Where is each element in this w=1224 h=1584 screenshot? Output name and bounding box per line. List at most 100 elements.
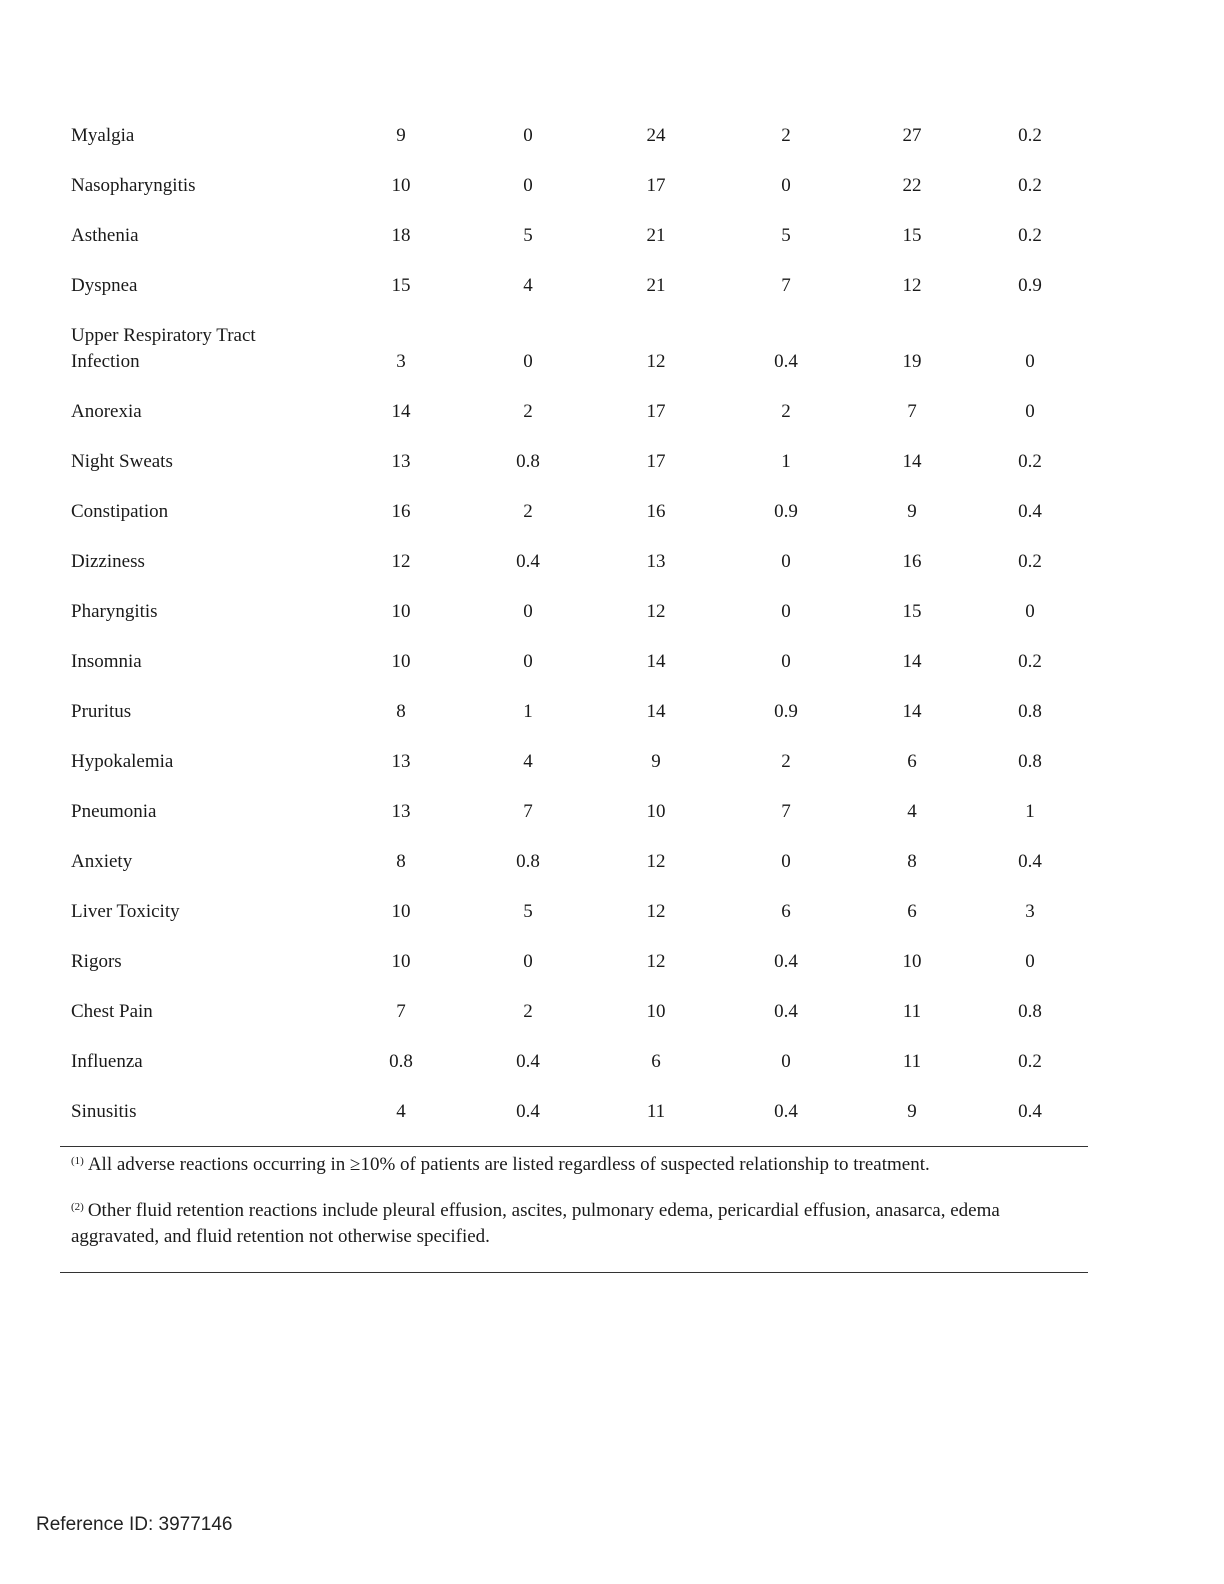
value-cell: 5 <box>523 901 533 922</box>
reaction-name: Pruritus <box>71 701 132 722</box>
value-cell: 10 <box>391 901 411 922</box>
value-cell: 6 <box>907 901 917 922</box>
reaction-name: Anxiety <box>71 851 133 872</box>
value-cell: 0 <box>781 1051 791 1072</box>
value-cell: 2 <box>523 401 533 422</box>
footnote-1-text: All adverse reactions occurring in ≥10% … <box>87 1154 930 1175</box>
value-cell: 0 <box>781 551 791 572</box>
value-cell: 12 <box>646 951 666 972</box>
reaction-name: Sinusitis <box>71 1101 137 1122</box>
value-cell: 0 <box>523 951 533 972</box>
value-cell: 5 <box>523 225 533 246</box>
reaction-name: Chest Pain <box>71 1001 153 1022</box>
table-row: Upper Respiratory Tract Infection 3 0 12 0.4… <box>0 312 1224 388</box>
reaction-name: Dizziness <box>71 551 145 572</box>
value-cell: 0.9 <box>774 501 798 522</box>
value-cell: 8 <box>907 851 917 872</box>
value-cell: 0 <box>523 351 533 372</box>
value-cell: 0.4 <box>774 951 798 972</box>
reaction-name: Pharyngitis <box>71 601 158 622</box>
value-cell: 12 <box>646 601 666 622</box>
value-cell: 10 <box>391 651 411 672</box>
reference-id: Reference ID: 3977146 <box>36 1514 233 1535</box>
value-cell: 0 <box>523 175 533 196</box>
value-cell: 3 <box>396 351 406 372</box>
value-cell: 12 <box>902 275 922 296</box>
value-cell: 13 <box>391 801 411 822</box>
value-cell: 16 <box>902 551 922 572</box>
adverse-reactions-table: Myalgia 9 0 24 2 27 0.2 Nasopharyngitis 10 0 17 0 22… <box>0 112 1224 1138</box>
value-cell: 0.8 <box>1018 701 1042 722</box>
value-cell: 4 <box>907 801 917 822</box>
value-cell: 0.8 <box>389 1051 413 1072</box>
table-row: Pharyngitis 10 0 12 0 15 0 <box>0 588 1224 638</box>
value-cell: 19 <box>902 351 922 372</box>
value-cell: 12 <box>646 351 666 372</box>
value-cell: 0 <box>781 851 791 872</box>
value-cell: 14 <box>902 701 922 722</box>
value-cell: 4 <box>523 751 533 772</box>
value-cell: 10 <box>391 951 411 972</box>
value-cell: 16 <box>391 501 411 522</box>
value-cell: 0.8 <box>1018 1001 1042 1022</box>
value-cell: 2 <box>781 125 791 146</box>
reaction-name: Hypokalemia <box>71 751 174 772</box>
table-row: Constipation 16 2 16 0.9 9 0.4 <box>0 488 1224 538</box>
value-cell: 13 <box>646 551 666 572</box>
value-cell: 18 <box>391 225 411 246</box>
value-cell: 24 <box>646 125 666 146</box>
value-cell: 16 <box>646 501 666 522</box>
table-row: Myalgia 9 0 24 2 27 0.2 <box>0 112 1224 162</box>
table-row: Insomnia 10 0 14 0 14 0.2 <box>0 638 1224 688</box>
value-cell: 17 <box>646 451 666 472</box>
value-cell: 7 <box>781 275 791 296</box>
table-row: Liver Toxicity 10 5 12 6 6 3 <box>0 888 1224 938</box>
value-cell: 22 <box>902 175 922 196</box>
footnotes-bottom-rule <box>60 1272 1088 1273</box>
value-cell: 7 <box>907 401 917 422</box>
value-cell: 11 <box>902 1051 922 1072</box>
reaction-name: Anorexia <box>71 401 142 422</box>
value-cell: 10 <box>391 175 411 196</box>
value-cell: 1 <box>523 701 533 722</box>
value-cell: 0.2 <box>1018 175 1042 196</box>
table-row: Anxiety 8 0.8 12 0 8 0.4 <box>0 838 1224 888</box>
value-cell: 9 <box>907 501 917 522</box>
value-cell: 13 <box>391 451 411 472</box>
value-cell: 8 <box>396 701 406 722</box>
value-cell: 0.4 <box>1018 851 1042 872</box>
value-cell: 7 <box>396 1001 406 1022</box>
value-cell: 0.4 <box>774 1001 798 1022</box>
value-cell: 11 <box>646 1101 666 1122</box>
reaction-name: Pneumonia <box>71 801 157 822</box>
value-cell: 27 <box>902 125 922 146</box>
value-cell: 12 <box>646 901 666 922</box>
footnote-2: (2) Other fluid retention reactions inclu… <box>71 1198 1071 1250</box>
value-cell: 2 <box>523 1001 533 1022</box>
value-cell: 0.2 <box>1018 225 1042 246</box>
value-cell: 12 <box>646 851 666 872</box>
value-cell: 0.2 <box>1018 651 1042 672</box>
value-cell: 0 <box>1025 351 1035 372</box>
table-row: Pruritus 8 1 14 0.9 14 0.8 <box>0 688 1224 738</box>
value-cell: 0.9 <box>774 701 798 722</box>
table-row: Rigors 10 0 12 0.4 10 0 <box>0 938 1224 988</box>
value-cell: 0 <box>781 601 791 622</box>
value-cell: 10 <box>902 951 922 972</box>
value-cell: 2 <box>523 501 533 522</box>
table-row: Nasopharyngitis 10 0 17 0 22 0.2 <box>0 162 1224 212</box>
value-cell: 15 <box>391 275 411 296</box>
reaction-name: Influenza <box>71 1051 143 1072</box>
value-cell: 9 <box>651 751 661 772</box>
value-cell: 0.4 <box>516 551 540 572</box>
value-cell: 7 <box>781 801 791 822</box>
footnote-1: (1) All adverse reactions occurring in ≥1… <box>71 1152 1071 1178</box>
value-cell: 0.4 <box>1018 501 1042 522</box>
reaction-name: Constipation <box>71 501 169 522</box>
value-cell: 14 <box>902 451 922 472</box>
value-cell: 6 <box>907 751 917 772</box>
value-cell: 0.2 <box>1018 1051 1042 1072</box>
value-cell: 1 <box>1025 801 1035 822</box>
value-cell: 6 <box>651 1051 661 1072</box>
value-cell: 0.2 <box>1018 451 1042 472</box>
